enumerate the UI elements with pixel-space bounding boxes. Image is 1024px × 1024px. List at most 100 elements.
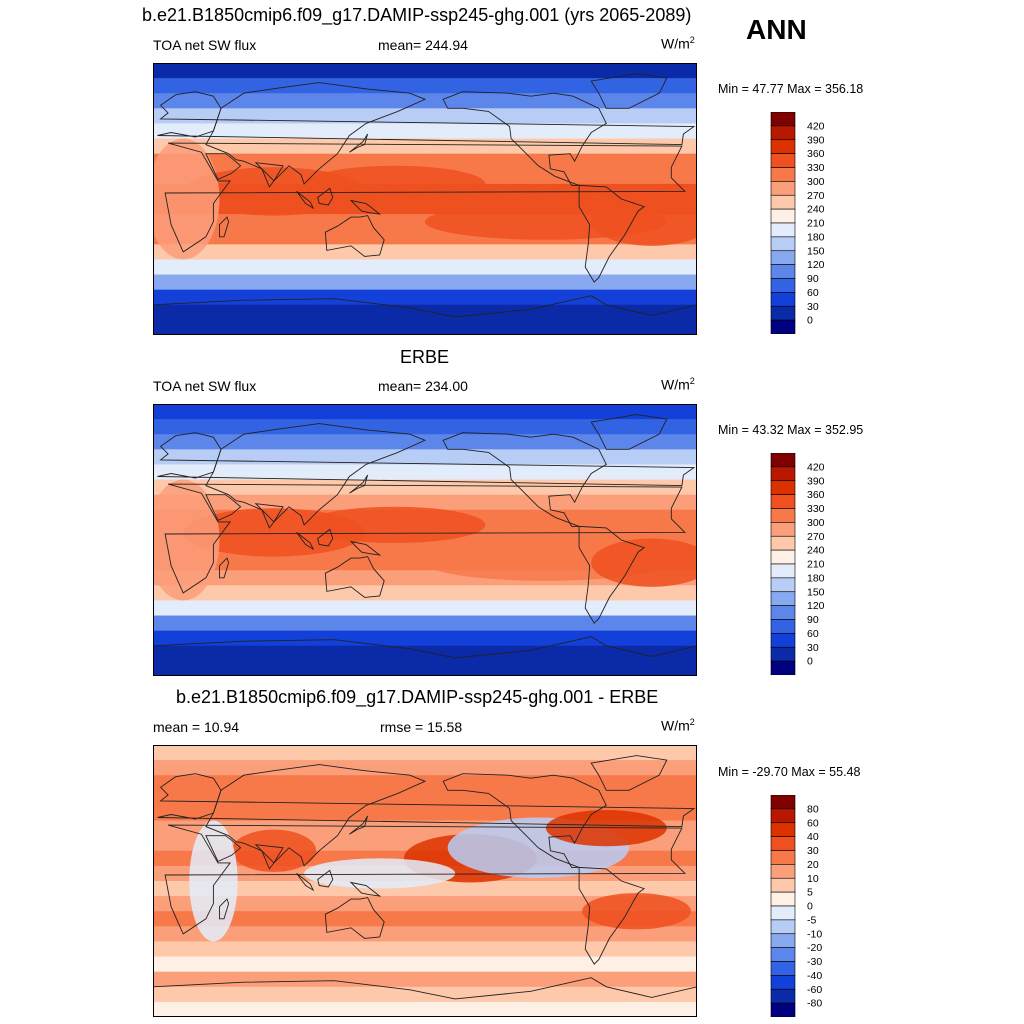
panel-1-mean-label: mean= 244.94 — [378, 37, 468, 53]
colorbar-swatch — [770, 877, 796, 893]
colorbar-tick-label: 150 — [807, 245, 825, 257]
colorbar-swatch — [770, 153, 796, 168]
coastline-africa — [164, 142, 686, 253]
zonal-band — [153, 123, 697, 140]
coastline-sumatra — [296, 191, 315, 210]
colorbar-tick-label: 120 — [807, 600, 825, 612]
panel-2-units-sup: 2 — [689, 376, 695, 386]
zonal-band — [153, 93, 697, 109]
colorbar-swatch — [770, 236, 796, 252]
colorbar-swatch — [770, 181, 796, 196]
coastline-sumatra — [296, 873, 315, 892]
coastline-japan — [349, 474, 369, 494]
field-feature — [153, 138, 220, 260]
colorbar-swatch — [770, 660, 796, 675]
coastline-northamerica — [442, 91, 607, 186]
colorbar-tick-label: 30 — [807, 642, 819, 654]
field-feature — [304, 165, 486, 203]
colorbar-tick-label: 420 — [807, 461, 825, 473]
colorbar-tick-label: -40 — [807, 970, 822, 982]
coastline-greenland — [590, 73, 668, 109]
colorbar-tick-label: 210 — [807, 218, 825, 230]
coastline-europe — [157, 773, 696, 828]
coastline-europe — [157, 432, 696, 487]
colorbar-tick-label: 330 — [807, 503, 825, 515]
colorbar-swatch — [770, 319, 796, 334]
zonal-band — [153, 926, 697, 943]
colorbar-tick-label: -60 — [807, 984, 822, 996]
zonal-band — [153, 660, 697, 676]
colorbar-tick-label: 120 — [807, 259, 825, 271]
coastline-southamerica — [578, 184, 646, 283]
colorbar-swatch — [770, 167, 796, 182]
coastline-asia — [205, 764, 427, 867]
coastline-arabia — [205, 153, 242, 180]
colorbar-swatch — [770, 125, 796, 141]
field-feature — [591, 538, 697, 587]
zonal-band — [153, 304, 697, 321]
colorbar-tick-label: 60 — [807, 287, 819, 299]
zonal-band — [153, 615, 697, 632]
zonal-band — [153, 881, 697, 897]
field-bands — [153, 404, 697, 676]
field-bands — [153, 745, 697, 1017]
colorbar-tick-label: 360 — [807, 148, 825, 160]
colorbar-tick-label: -10 — [807, 928, 822, 940]
map-frame — [153, 63, 697, 335]
colorbar-swatch — [770, 591, 796, 606]
panel-3-map — [153, 745, 697, 1017]
field-feature — [231, 829, 317, 872]
coastline-borneo — [317, 528, 334, 547]
coastlines — [153, 73, 697, 335]
colorbar-swatch — [770, 850, 796, 865]
colorbar-tick-label: 180 — [807, 231, 825, 243]
zonal-band — [153, 1001, 697, 1017]
coastline-madagascar — [219, 898, 230, 920]
colorbar-tick-label: 360 — [807, 489, 825, 501]
field-bands — [153, 63, 697, 335]
colorbar-tick-label: 300 — [807, 176, 825, 188]
coastline-japan — [349, 133, 369, 153]
colorbar-tick-label: 20 — [807, 859, 819, 871]
panel-1-map — [153, 63, 697, 335]
zonal-band — [153, 941, 697, 958]
zonal-band — [153, 434, 697, 450]
panel-1-units: W/m2 — [661, 35, 695, 52]
coastline-arabia — [205, 835, 242, 862]
field-feature — [582, 893, 691, 930]
panel-2-mean-label: mean= 234.00 — [378, 378, 468, 394]
colorbar-swatch — [770, 836, 796, 851]
zonal-band — [153, 419, 697, 435]
panel-3-units-text: W/m — [661, 717, 690, 734]
colorbar-tick-label: 80 — [807, 803, 819, 815]
colorbar-tick-label: 180 — [807, 572, 825, 584]
coastline-madagascar — [219, 216, 230, 238]
colorbar-swatch — [770, 480, 796, 495]
colorbar-swatch — [770, 795, 796, 810]
colorbar-tick-label: -30 — [807, 956, 822, 968]
zonal-band — [153, 986, 697, 1003]
panel-2-minmax: Min = 43.32 Max = 352.95 — [718, 423, 864, 437]
colorbar-swatch — [770, 222, 796, 238]
field-feature — [189, 820, 238, 942]
colorbar-tick-label: 150 — [807, 586, 825, 598]
colorbar-tick-label: 0 — [807, 315, 813, 327]
coastline-europe — [157, 91, 696, 146]
panel-3-mean-label: mean = 10.94 — [153, 719, 240, 735]
panel-1-title: b.e21.B1850cmip6.f09_g17.DAMIP-ssp245-gh… — [142, 5, 692, 25]
panel-2-units-text: W/m — [661, 376, 690, 393]
colorbar-tick-label: 420 — [807, 120, 825, 132]
colorbar-swatch — [770, 919, 796, 935]
panel-3-units-sup: 2 — [689, 717, 695, 727]
coastline-southamerica — [578, 866, 646, 965]
panel-1-minmax: Min = 47.77 Max = 356.18 — [718, 82, 864, 96]
coastline-sumatra — [296, 532, 315, 551]
coastline-australia — [324, 897, 385, 939]
field-feature — [304, 858, 456, 889]
zonal-band — [153, 78, 697, 94]
colorbar-tick-label: -80 — [807, 998, 822, 1010]
colorbar-swatch — [770, 563, 796, 579]
coastline-newguinea — [349, 199, 382, 215]
colorbar-tick-label: 90 — [807, 614, 819, 626]
colorbar-swatch — [770, 975, 796, 990]
